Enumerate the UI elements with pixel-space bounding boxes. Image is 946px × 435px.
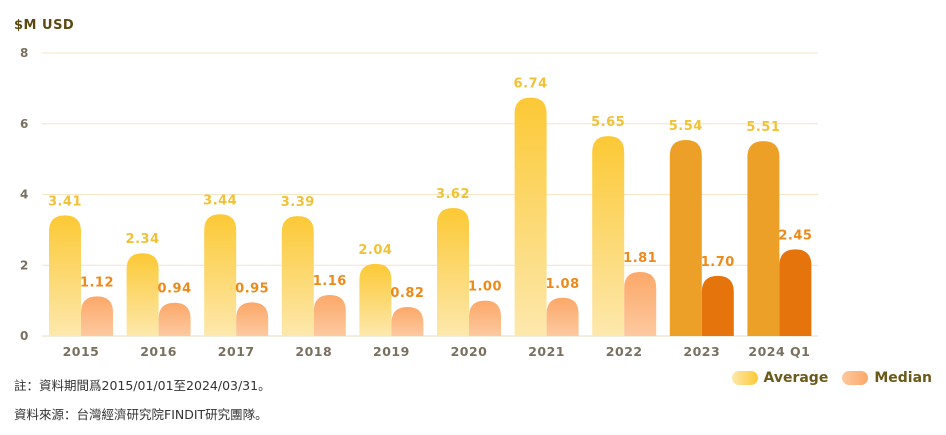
legend-item-average: Average	[731, 370, 829, 386]
bar-average	[204, 214, 237, 336]
data-label-average: 6.74	[514, 77, 548, 92]
bar-median	[81, 296, 113, 336]
legend-swatch-average	[731, 371, 758, 385]
bar-median	[313, 294, 346, 336]
bar-median	[158, 302, 191, 336]
y-axis-unit-label: $M USD	[14, 18, 75, 33]
bar-median	[469, 300, 501, 336]
x-tick-label: 2023	[683, 344, 720, 359]
bar-median	[391, 306, 424, 336]
data-label-average: 2.04	[358, 243, 392, 258]
bar-average	[747, 141, 780, 336]
data-label-median: 0.95	[235, 281, 269, 296]
x-tick-label: 2015	[63, 344, 100, 359]
x-tick-label: 2021	[528, 344, 565, 359]
data-label-median: 0.82	[390, 286, 424, 301]
data-label-average: 3.39	[281, 195, 315, 210]
legend-swatch-median	[842, 371, 869, 385]
bar-average	[592, 136, 625, 336]
bars: 3.41 1.12 2.34 0.94 3.44 0.95 3.39 1.16 2.04 0.82…	[48, 77, 812, 336]
bar-median	[624, 271, 657, 336]
data-label-average: 3.44	[203, 193, 237, 208]
period-note: 註：資料期間爲2015/01/01至2024/03/31。	[14, 378, 271, 393]
data-label-average: 5.65	[591, 115, 625, 130]
x-tick-label: 2019	[373, 344, 410, 359]
bar-average	[437, 207, 469, 336]
x-tick-label: 2020	[451, 344, 488, 359]
data-label-average: 5.54	[669, 119, 703, 134]
x-tick-label: 2024 Q1	[748, 344, 810, 359]
data-label-average: 5.51	[746, 120, 780, 135]
data-label-median: 2.45	[778, 228, 812, 243]
x-tick-label: 2018	[295, 344, 332, 359]
data-label-median: 0.94	[158, 282, 192, 297]
bar-average	[281, 216, 314, 336]
data-label-median: 1.81	[623, 251, 657, 266]
x-tick-label: 2017	[218, 344, 255, 359]
y-tick-label: 6	[20, 117, 28, 131]
bar-median	[546, 297, 579, 336]
bar-average	[514, 97, 547, 336]
data-label-median: 1.16	[313, 274, 347, 289]
source-note: 資料來源：台灣經濟研究院FINDIT研究團隊。	[14, 407, 268, 422]
data-label-median: 1.70	[701, 255, 735, 270]
y-tick-label: 2	[20, 258, 28, 272]
bar-average	[126, 253, 159, 336]
legend-label-median: Median	[874, 370, 932, 386]
bar-median	[779, 249, 812, 336]
data-label-median: 1.12	[80, 275, 114, 290]
x-tick-label: 2016	[140, 344, 177, 359]
bar-median	[236, 302, 269, 336]
data-label-median: 1.00	[468, 280, 502, 295]
data-label-average: 3.62	[436, 187, 470, 202]
legend-item-median: Median	[842, 370, 932, 386]
data-label-median: 1.08	[546, 277, 580, 292]
bar-median	[701, 275, 734, 336]
legend: Average Median	[731, 370, 932, 386]
legend-label-average: Average	[763, 370, 829, 386]
y-tick-label: 0	[20, 329, 28, 343]
bar-average	[359, 263, 392, 336]
x-tick-label: 2022	[606, 344, 643, 359]
y-tick-label: 4	[20, 188, 28, 202]
x-axis-ticks: 2015 2016 2017 2018 2019 2020 2021 2022 2023 2024…	[63, 344, 810, 359]
bar-average	[49, 215, 81, 336]
y-tick-label: 8	[20, 46, 28, 60]
bar-average	[669, 140, 702, 336]
data-label-average: 3.41	[48, 194, 82, 209]
bar-chart: 0 2 4 6 8 3.41 1.12 2.34 0.94 3.44 0.95 3.39 1.16 2.…	[20, 46, 818, 359]
y-axis-ticks: 0 2 4 6 8	[20, 46, 28, 343]
data-label-average: 2.34	[126, 232, 160, 247]
